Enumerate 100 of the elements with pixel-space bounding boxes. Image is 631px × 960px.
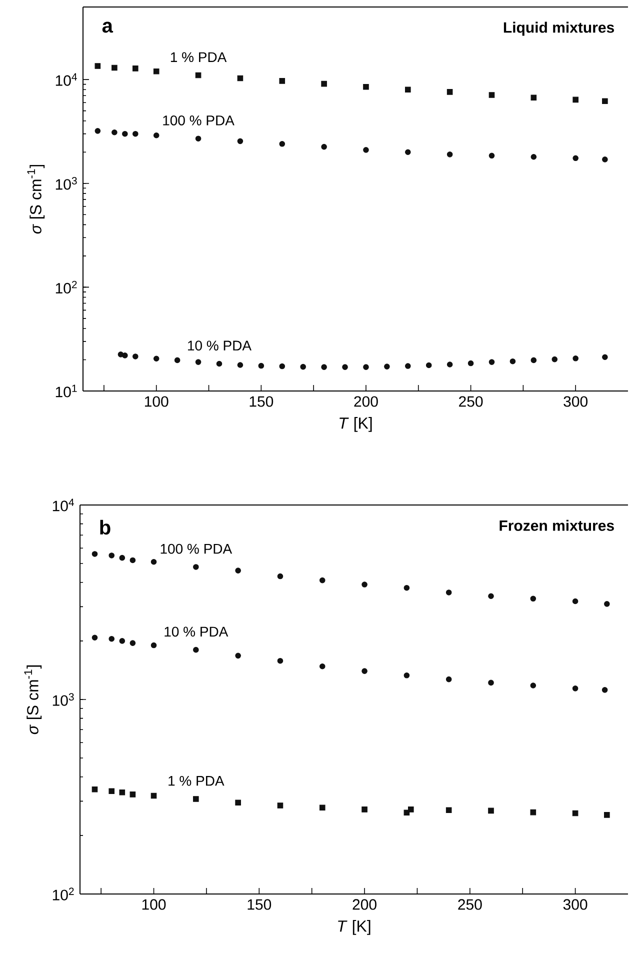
point — [237, 362, 244, 368]
point — [235, 652, 241, 659]
x-tick-label: 250 — [458, 899, 482, 910]
point — [132, 354, 138, 360]
point — [405, 86, 411, 93]
point — [446, 807, 452, 813]
point — [572, 810, 578, 816]
annotation: b — [100, 520, 110, 535]
point — [408, 806, 414, 812]
point — [363, 364, 369, 370]
x-tick-label: 100 — [142, 899, 166, 910]
y-tick-label: 10$^{1}$ — [56, 384, 77, 398]
point — [277, 573, 284, 580]
annotation: a — [102, 22, 114, 33]
point — [112, 129, 118, 136]
point — [174, 357, 180, 364]
point — [530, 682, 536, 688]
point — [216, 360, 222, 367]
point — [552, 356, 558, 362]
point — [195, 359, 202, 365]
point — [362, 668, 368, 674]
point — [572, 356, 578, 362]
point — [132, 130, 138, 137]
y-tick-label: 10$^{2}$ — [52, 888, 74, 900]
point — [130, 792, 136, 798]
x-tick-label: 300 — [564, 396, 588, 407]
series-label: 100 % PDA — [160, 544, 232, 554]
x-tick-label: 250 — [459, 396, 483, 407]
point — [132, 66, 138, 72]
x-tick-label: 150 — [248, 899, 272, 910]
point — [319, 577, 326, 584]
point — [488, 680, 494, 686]
x-tick-label: 150 — [250, 396, 274, 407]
point — [237, 75, 244, 82]
text: Liquid mixtures — [504, 22, 614, 36]
point — [319, 663, 326, 670]
series-label: 1 % PDA — [168, 776, 224, 786]
point — [446, 362, 453, 368]
point — [530, 94, 537, 101]
point — [119, 638, 126, 644]
point — [446, 590, 452, 596]
point — [342, 364, 348, 370]
point — [279, 141, 286, 147]
point — [150, 558, 157, 565]
point — [363, 147, 369, 153]
x-tick-label: 100 — [144, 396, 168, 407]
point — [405, 363, 411, 369]
point — [108, 788, 115, 794]
point — [530, 809, 536, 816]
point — [195, 72, 202, 78]
point — [321, 80, 327, 87]
point — [362, 806, 368, 812]
point — [119, 789, 126, 796]
point — [405, 149, 411, 156]
point — [319, 804, 326, 811]
text: Frozen mixtures — [500, 520, 614, 531]
point — [404, 584, 410, 591]
point — [153, 356, 160, 362]
point — [195, 136, 202, 142]
point — [112, 64, 118, 71]
point — [92, 634, 98, 641]
point — [488, 359, 495, 365]
point — [108, 552, 115, 558]
y-tick-label: 10$^{3}$ — [52, 693, 74, 706]
x-axis-title: T [K] — [338, 920, 370, 935]
y-axis-title: σ [S cm$^{-1}$] — [24, 665, 42, 734]
point — [237, 138, 244, 144]
x-axis-title: T [K] — [340, 417, 372, 432]
series-label: 10 % PDA — [188, 340, 252, 351]
point — [130, 640, 136, 646]
point — [321, 364, 327, 370]
point — [510, 358, 516, 364]
point — [446, 676, 452, 682]
point — [384, 364, 390, 370]
point — [604, 812, 610, 818]
series-label: 10 % PDA — [164, 626, 228, 637]
y-tick-label: 10$^{4}$ — [56, 73, 77, 86]
point — [530, 596, 536, 602]
point — [604, 601, 610, 607]
point — [193, 796, 199, 802]
point — [572, 155, 578, 162]
series-label: 100 % PDA — [163, 115, 234, 126]
point — [153, 68, 160, 74]
point — [426, 362, 432, 368]
point — [446, 152, 453, 158]
point — [92, 786, 98, 792]
point — [150, 642, 157, 648]
x-tick-label: 200 — [352, 899, 376, 910]
point — [193, 646, 199, 653]
point — [321, 144, 327, 150]
y-tick-label: 10$^{3}$ — [56, 177, 77, 190]
point — [530, 357, 537, 364]
y-tick-label: 10$^{2}$ — [56, 280, 77, 294]
point — [488, 593, 494, 600]
point — [404, 672, 410, 678]
point — [119, 554, 126, 561]
point — [362, 582, 368, 588]
point — [300, 364, 306, 370]
point — [277, 658, 284, 664]
point — [92, 551, 98, 557]
